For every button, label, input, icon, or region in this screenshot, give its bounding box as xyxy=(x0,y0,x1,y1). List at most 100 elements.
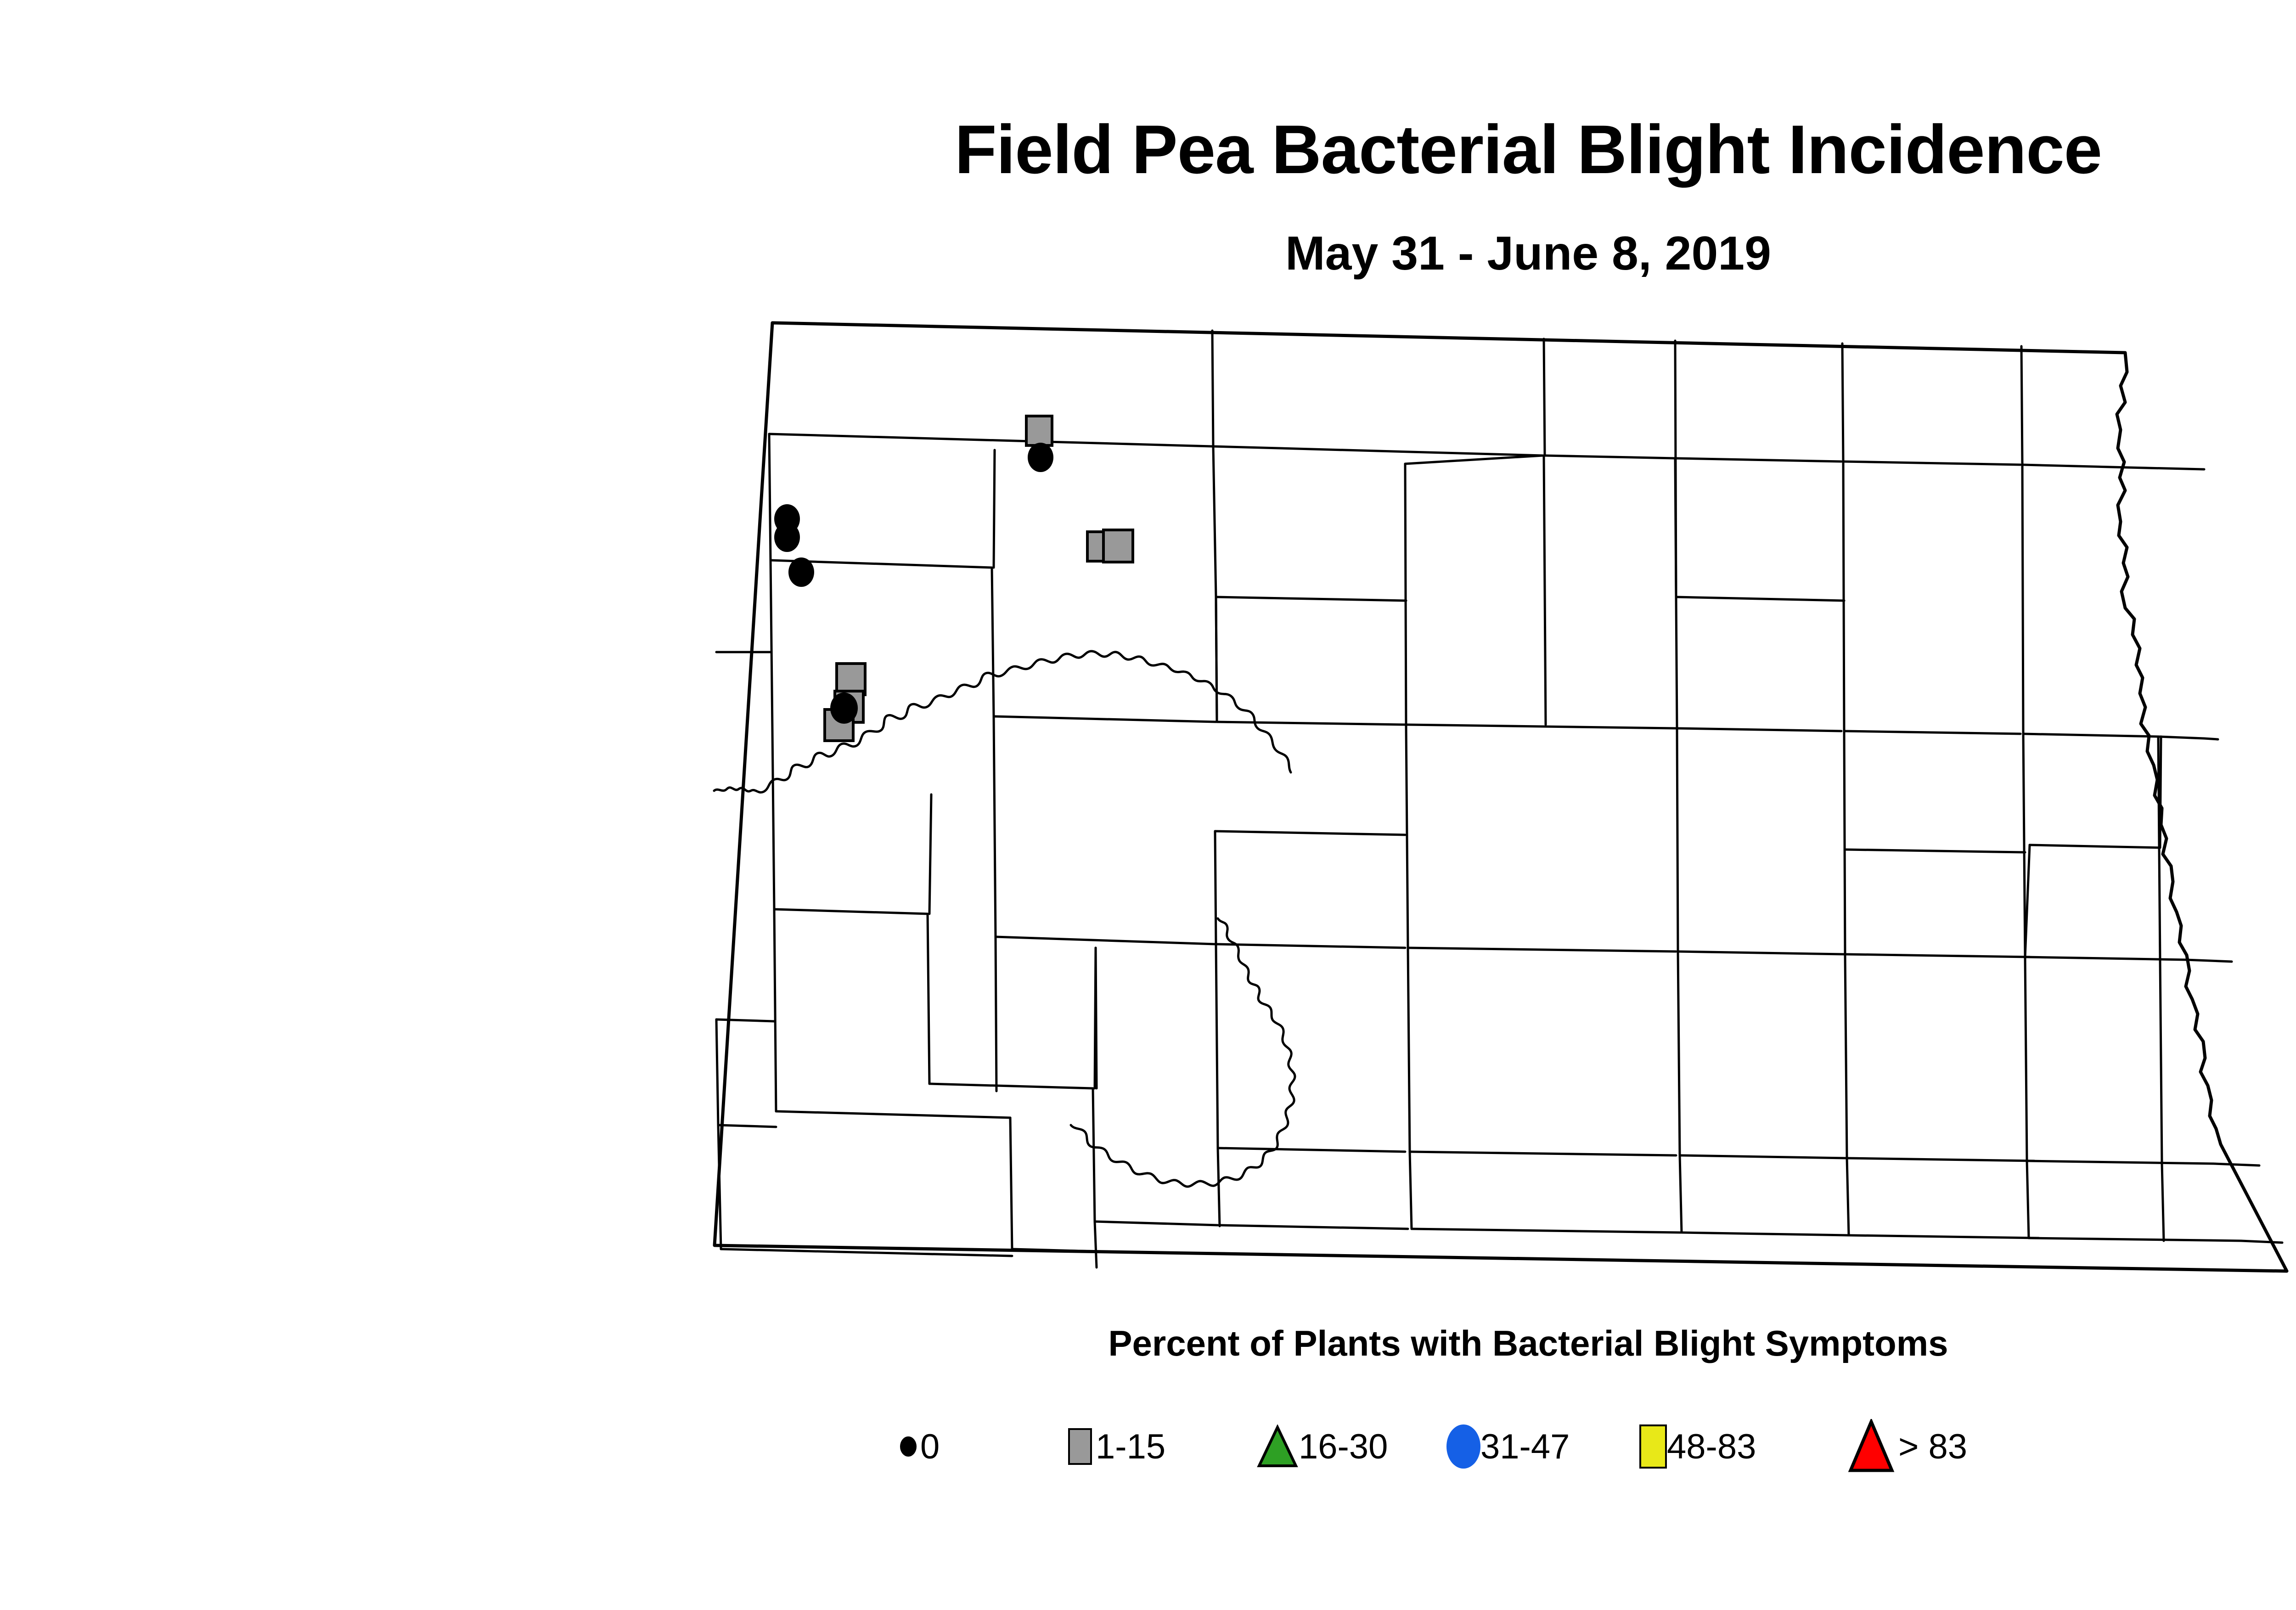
county-line-r4n xyxy=(2024,956,2028,1162)
marker-dot-0 xyxy=(1028,443,1053,472)
county-line-r6d xyxy=(1093,1220,1098,1269)
county-line-r6b xyxy=(720,1248,1013,1257)
page-title: Field Pea Bacterial Blight Incidence xyxy=(954,111,2102,188)
marker-square-1-15 xyxy=(1025,415,1053,447)
legend-title: Percent of Plants with Bacterial Blight … xyxy=(1108,1323,1948,1363)
legend-item-16-30: 16-30 xyxy=(1256,1412,1388,1481)
county-line-e3 xyxy=(2184,958,2233,963)
legend: 0 1-15 16-30 31-47 48-83 xyxy=(900,1412,2103,1481)
county-line-r6a xyxy=(717,1124,722,1250)
county-line-n7 xyxy=(1675,457,1843,463)
county-line-r3a xyxy=(771,729,776,911)
county-line-r4l xyxy=(1844,953,1848,1160)
marker-square-1-15 xyxy=(835,662,867,696)
county-line-r2i xyxy=(1676,727,1843,732)
county-line-x2 xyxy=(1404,454,1544,465)
county-line-n9 xyxy=(1842,460,2022,466)
county-line-r5n xyxy=(2026,1160,2030,1239)
county-line-r5i xyxy=(1410,1227,1682,1234)
county-line-n1 xyxy=(768,433,1214,448)
county-line-r5l xyxy=(1846,1157,1850,1237)
county-line-e5 xyxy=(2240,1239,2284,1244)
legend-swatch-zero xyxy=(900,1436,917,1457)
county-line-n8 xyxy=(1841,342,1845,463)
county-line-x9 xyxy=(2159,735,2162,849)
county-line-e2 xyxy=(2203,737,2219,741)
county-line-r4j xyxy=(1677,950,1681,1157)
marker-dot-0 xyxy=(774,523,800,552)
missouri-river-upper xyxy=(713,650,1292,794)
county-line-r4b xyxy=(773,908,777,1113)
county-line-r5d xyxy=(717,1124,777,1128)
county-line-r3k xyxy=(1677,950,1846,956)
county-line-r2n xyxy=(1215,596,1407,602)
county-line-r5g xyxy=(1218,1224,1409,1230)
county-line-n5 xyxy=(1543,454,1677,460)
county-line-r4k xyxy=(1678,1154,1847,1160)
county-line-x1 xyxy=(1215,596,1218,723)
county-line-r5c xyxy=(715,1018,720,1126)
county-line-r4c xyxy=(928,1082,1096,1223)
county-line-r3c xyxy=(928,793,933,915)
marker-dot-0 xyxy=(788,557,814,587)
page-subtitle: May 31 - June 8, 2019 xyxy=(1285,227,1771,280)
county-line-n4 xyxy=(1542,338,1546,457)
legend-label: 0 xyxy=(920,1427,940,1466)
county-line-r5h xyxy=(1408,1150,1413,1230)
legend-item-0: 0 xyxy=(900,1412,940,1481)
legend-item-31-47: 31-47 xyxy=(1446,1412,1570,1481)
county-line-r4m xyxy=(1846,1157,2036,1162)
county-line-r5o xyxy=(2027,1237,2242,1242)
county-line-r4i xyxy=(1408,1150,1677,1157)
county-line-r3i xyxy=(1407,946,1677,953)
legend-swatch-16-30 xyxy=(1256,1424,1299,1469)
legend-swatch-31-47 xyxy=(1446,1424,1480,1469)
county-line-x4 xyxy=(1674,457,1677,598)
county-line-r2e xyxy=(1216,721,1407,726)
county-line-r2j xyxy=(1842,460,1846,732)
county-line-r5f xyxy=(1216,1147,1221,1227)
map-svg xyxy=(713,321,2289,1273)
legend-swatch-48-83 xyxy=(1639,1424,1667,1469)
county-line-n14 xyxy=(992,449,996,569)
county-line-r3l xyxy=(1843,730,1846,956)
county-line-n10 xyxy=(2020,345,2024,466)
county-line-x10 xyxy=(1845,848,2026,854)
county-line-r5b xyxy=(1009,1116,1013,1250)
county-line-r4g xyxy=(1216,1147,1407,1153)
county-line-n2 xyxy=(1211,329,1217,598)
county-line-r5j xyxy=(1678,1154,1683,1234)
legend-label: 48-83 xyxy=(1667,1427,1756,1466)
marker-square-1-15 xyxy=(1102,529,1134,563)
county-line-r3f xyxy=(1214,830,1217,946)
county-line-r3b xyxy=(773,908,931,1085)
legend-item-1-15: 1-15 xyxy=(1068,1412,1165,1481)
county-line-r5e xyxy=(1093,1220,1219,1227)
county-line-n3 xyxy=(1211,445,1544,457)
county-line-r2l xyxy=(2021,463,2025,735)
county-line-r3d xyxy=(992,715,997,938)
county-line-r4f xyxy=(1215,943,1219,1149)
county-line-r2m xyxy=(2022,732,2160,738)
county-line-r3q xyxy=(2157,735,2206,740)
county-line-r5p xyxy=(2161,1162,2165,1242)
county-line-r5m xyxy=(1847,1234,2040,1239)
county-line-r3e xyxy=(994,935,1216,946)
county-line-r5k xyxy=(1680,1231,1850,1237)
county-line-e1 xyxy=(2127,466,2206,471)
triangle-icon xyxy=(1257,1424,1298,1467)
marker-dot-0 xyxy=(830,692,858,724)
county-line-r3h xyxy=(1405,723,1409,949)
legend-swatch-1-15 xyxy=(1068,1428,1092,1465)
county-line-n12 xyxy=(768,433,772,562)
county-line-x7 xyxy=(2028,844,2161,849)
triangle-icon xyxy=(1848,1418,1895,1472)
county-line-x8 xyxy=(2024,844,2031,958)
county-line-r2o xyxy=(1675,596,1846,602)
county-line-r3m xyxy=(1844,953,2031,958)
county-line-e4 xyxy=(2212,1162,2261,1167)
county-line-r2g xyxy=(1405,723,1677,730)
county-line-x6 xyxy=(1094,946,1098,1090)
county-line-r5a xyxy=(775,1110,1012,1119)
